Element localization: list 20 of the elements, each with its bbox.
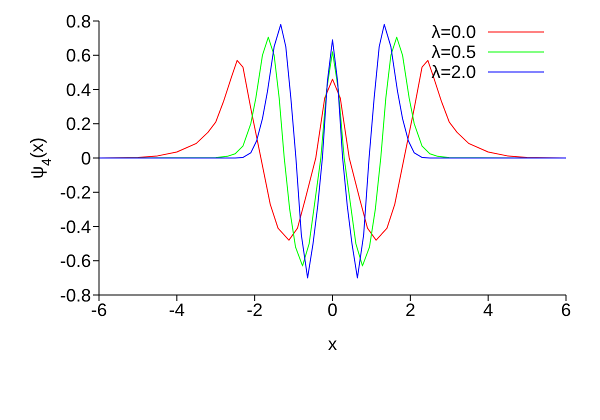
- legend-label: λ=2.0: [431, 62, 476, 82]
- x-tick-label: 0: [327, 300, 338, 320]
- y-tick-label: 0.6: [66, 46, 91, 66]
- x-tick-label: 2: [405, 300, 416, 320]
- y-tick-label: -0.2: [60, 182, 91, 203]
- x-tick-label: -4: [168, 300, 185, 320]
- y-tick-label: -0.8: [60, 285, 91, 306]
- y-tick-label: 0: [80, 148, 91, 168]
- x-axis-title: x: [328, 334, 337, 354]
- y-tick-label: -0.6: [60, 251, 91, 272]
- y-tick-label: 0.2: [66, 114, 91, 134]
- y-tick-label: 0.4: [66, 80, 91, 100]
- x-tick-label: 6: [560, 300, 572, 320]
- legend-label: λ=0.0: [431, 22, 476, 42]
- y-tick-label: -0.4: [60, 216, 91, 237]
- x-tick-label: 4: [483, 300, 494, 320]
- legend-label: λ=0.5: [431, 42, 476, 62]
- x-tick-label: -2: [246, 300, 263, 320]
- x-tick-label: -6: [90, 300, 108, 320]
- y-tick-label: 0.8: [66, 11, 91, 32]
